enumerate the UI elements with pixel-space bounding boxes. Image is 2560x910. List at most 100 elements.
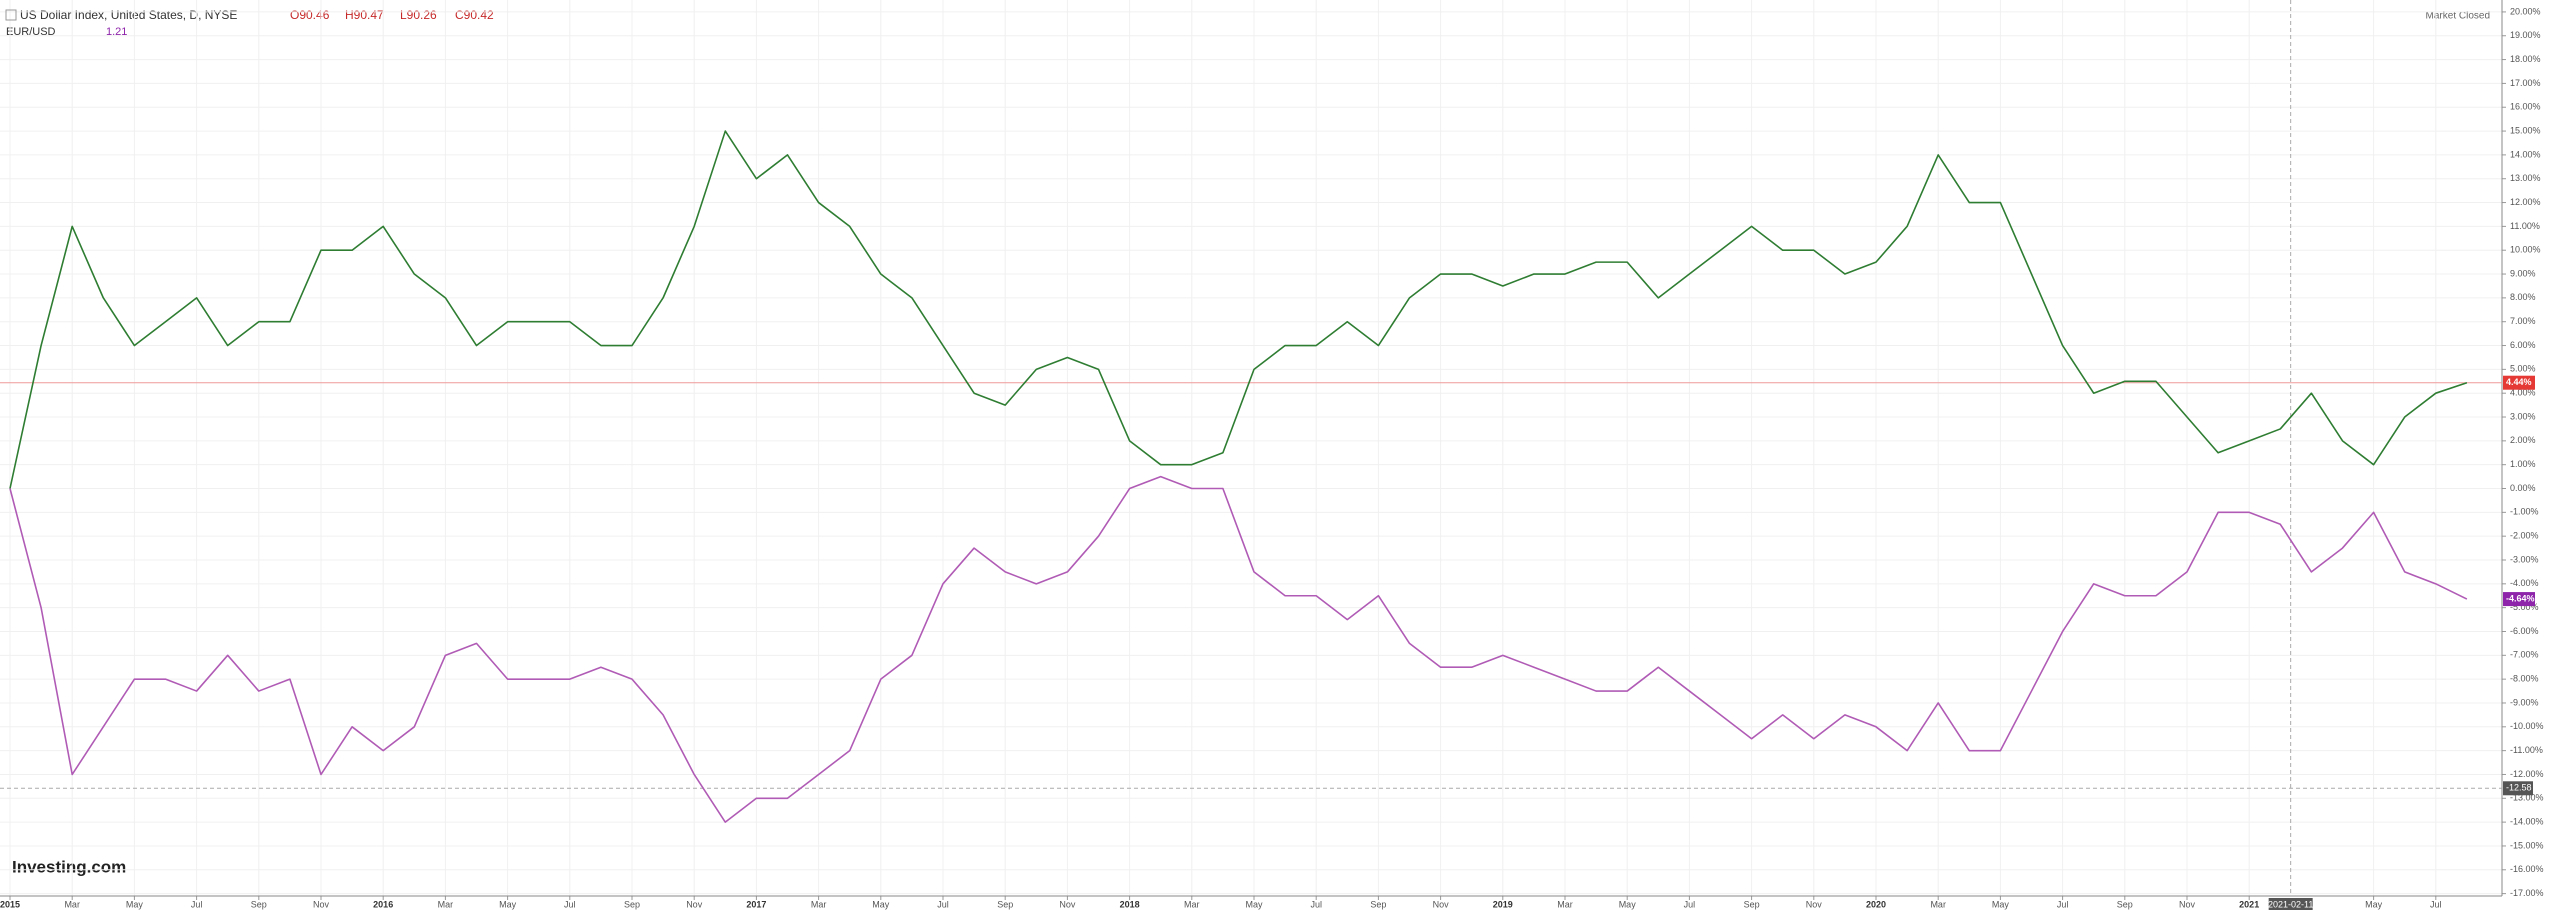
- x-tick-label: Jul: [1310, 899, 1322, 909]
- y-tick-label: 13.00%: [2510, 173, 2541, 183]
- last-value-tag: [2503, 375, 2535, 390]
- crosshair-x-label: 2021-02-11: [2268, 899, 2313, 909]
- y-tick-label: 18.00%: [2510, 54, 2541, 64]
- x-tick-label: Nov: [313, 899, 330, 909]
- x-tick-label: Jul: [2057, 899, 2069, 909]
- x-tick-label: 2018: [1120, 899, 1140, 909]
- x-tick-label: Nov: [1059, 899, 1076, 909]
- y-tick-label: 10.00%: [2510, 245, 2541, 255]
- market-status: Market Closed: [2426, 11, 2490, 22]
- legend-swatch: [5, 9, 17, 21]
- last-value-label: 4.44%: [2506, 377, 2532, 387]
- y-tick-label: 1.00%: [2510, 459, 2536, 469]
- y-tick-label: 8.00%: [2510, 292, 2536, 302]
- x-tick-label: May: [2365, 899, 2383, 909]
- x-tick-label: May: [499, 899, 517, 909]
- x-tick-label: Mar: [438, 899, 454, 909]
- x-tick-label: May: [1619, 899, 1637, 909]
- crosshair-y-label: -12.58: [2506, 783, 2532, 793]
- last-value-tag: [2503, 592, 2535, 607]
- x-tick-label: May: [1245, 899, 1263, 909]
- x-tick-label: Nov: [686, 899, 703, 909]
- y-tick-label: 5.00%: [2510, 364, 2536, 374]
- y-tick-label: -17.00%: [2510, 888, 2544, 898]
- y-tick-label: -9.00%: [2510, 697, 2539, 707]
- x-tick-label: Sep: [251, 899, 267, 909]
- low-value: L90.26: [400, 8, 437, 22]
- x-tick-label: Jul: [937, 899, 949, 909]
- series-line: [9, 475, 2468, 823]
- compare-name: EUR/USD: [6, 26, 56, 38]
- x-tick-label: Sep: [997, 899, 1013, 909]
- x-tick-label: Nov: [2179, 899, 2196, 909]
- x-tick-label: 2019: [1493, 899, 1513, 909]
- crosshair-y-tag: [2503, 781, 2533, 796]
- y-tick-label: -7.00%: [2510, 650, 2539, 660]
- x-tick-label: Jul: [564, 899, 576, 909]
- x-tick-label: Sep: [1744, 899, 1760, 909]
- x-tick-label: Sep: [1370, 899, 1386, 909]
- x-tick-label: Nov: [1433, 899, 1450, 909]
- x-tick-label: Mar: [64, 899, 80, 909]
- x-tick-label: Mar: [1557, 899, 1573, 909]
- y-tick-label: 3.00%: [2510, 411, 2536, 421]
- x-tick-label: Jul: [1684, 899, 1696, 909]
- y-tick-label: -6.00%: [2510, 626, 2539, 636]
- last-value-label: -4.64%: [2506, 593, 2535, 603]
- y-tick-label: -3.00%: [2510, 554, 2539, 564]
- y-tick-label: 0.00%: [2510, 483, 2536, 493]
- x-tick-label: 2021: [2239, 899, 2259, 909]
- y-tick-label: 2.00%: [2510, 435, 2536, 445]
- y-tick-label: 12.00%: [2510, 197, 2541, 207]
- x-tick-label: Jul: [2430, 899, 2442, 909]
- y-tick-label: -5.00%: [2510, 602, 2539, 612]
- x-tick-label: Mar: [1184, 899, 1200, 909]
- high-value: H90.47: [345, 8, 384, 22]
- y-tick-label: -1.00%: [2510, 507, 2539, 517]
- y-tick-label: 11.00%: [2510, 221, 2540, 231]
- x-tick-label: Nov: [1806, 899, 1823, 909]
- y-tick-label: 4.00%: [2510, 388, 2536, 398]
- x-tick-label: Mar: [1930, 899, 1946, 909]
- close-value: C90.42: [455, 8, 494, 22]
- x-tick-label: May: [872, 899, 890, 909]
- x-tick-label: Mar: [811, 899, 827, 909]
- y-tick-label: 20.00%: [2510, 6, 2541, 16]
- y-tick-label: 17.00%: [2510, 78, 2541, 88]
- y-tick-label: -4.00%: [2510, 578, 2539, 588]
- x-tick-label: 2016: [373, 899, 393, 909]
- y-tick-label: 16.00%: [2510, 102, 2541, 112]
- y-tick-label: -16.00%: [2510, 864, 2544, 874]
- y-tick-label: 6.00%: [2510, 340, 2536, 350]
- y-tick-label: -14.00%: [2510, 817, 2544, 827]
- y-tick-label: 14.00%: [2510, 149, 2541, 159]
- crosshair-x-tag: [2268, 898, 2313, 910]
- y-tick-label: -2.00%: [2510, 531, 2539, 541]
- x-tick-label: Jul: [191, 899, 203, 909]
- y-tick-label: 15.00%: [2510, 125, 2541, 135]
- y-tick-label: -10.00%: [2510, 721, 2544, 731]
- y-tick-label: -8.00%: [2510, 674, 2539, 684]
- y-tick-label: -11.00%: [2510, 745, 2543, 755]
- open-value: O90.46: [290, 8, 330, 22]
- y-tick-label: -13.00%: [2510, 793, 2544, 803]
- y-tick-label: 9.00%: [2510, 268, 2536, 278]
- y-tick-label: 19.00%: [2510, 30, 2541, 40]
- x-tick-label: Sep: [2117, 899, 2133, 909]
- x-tick-label: 2020: [1866, 899, 1886, 909]
- compare-value: 1.21: [106, 26, 127, 38]
- x-tick-label: May: [1992, 899, 2010, 909]
- x-tick-label: May: [126, 899, 144, 909]
- y-tick-label: 7.00%: [2510, 316, 2536, 326]
- y-tick-label: -15.00%: [2510, 840, 2544, 850]
- x-tick-label: 2015: [0, 899, 20, 909]
- y-tick-label: -12.00%: [2510, 769, 2544, 779]
- x-tick-label: Sep: [624, 899, 640, 909]
- chart-title: US Dollar Index, United States, D, NYSE: [20, 8, 237, 22]
- x-tick-label: 2017: [746, 899, 766, 909]
- logo: Investing.com: [12, 857, 126, 876]
- series-line: [9, 130, 2468, 489]
